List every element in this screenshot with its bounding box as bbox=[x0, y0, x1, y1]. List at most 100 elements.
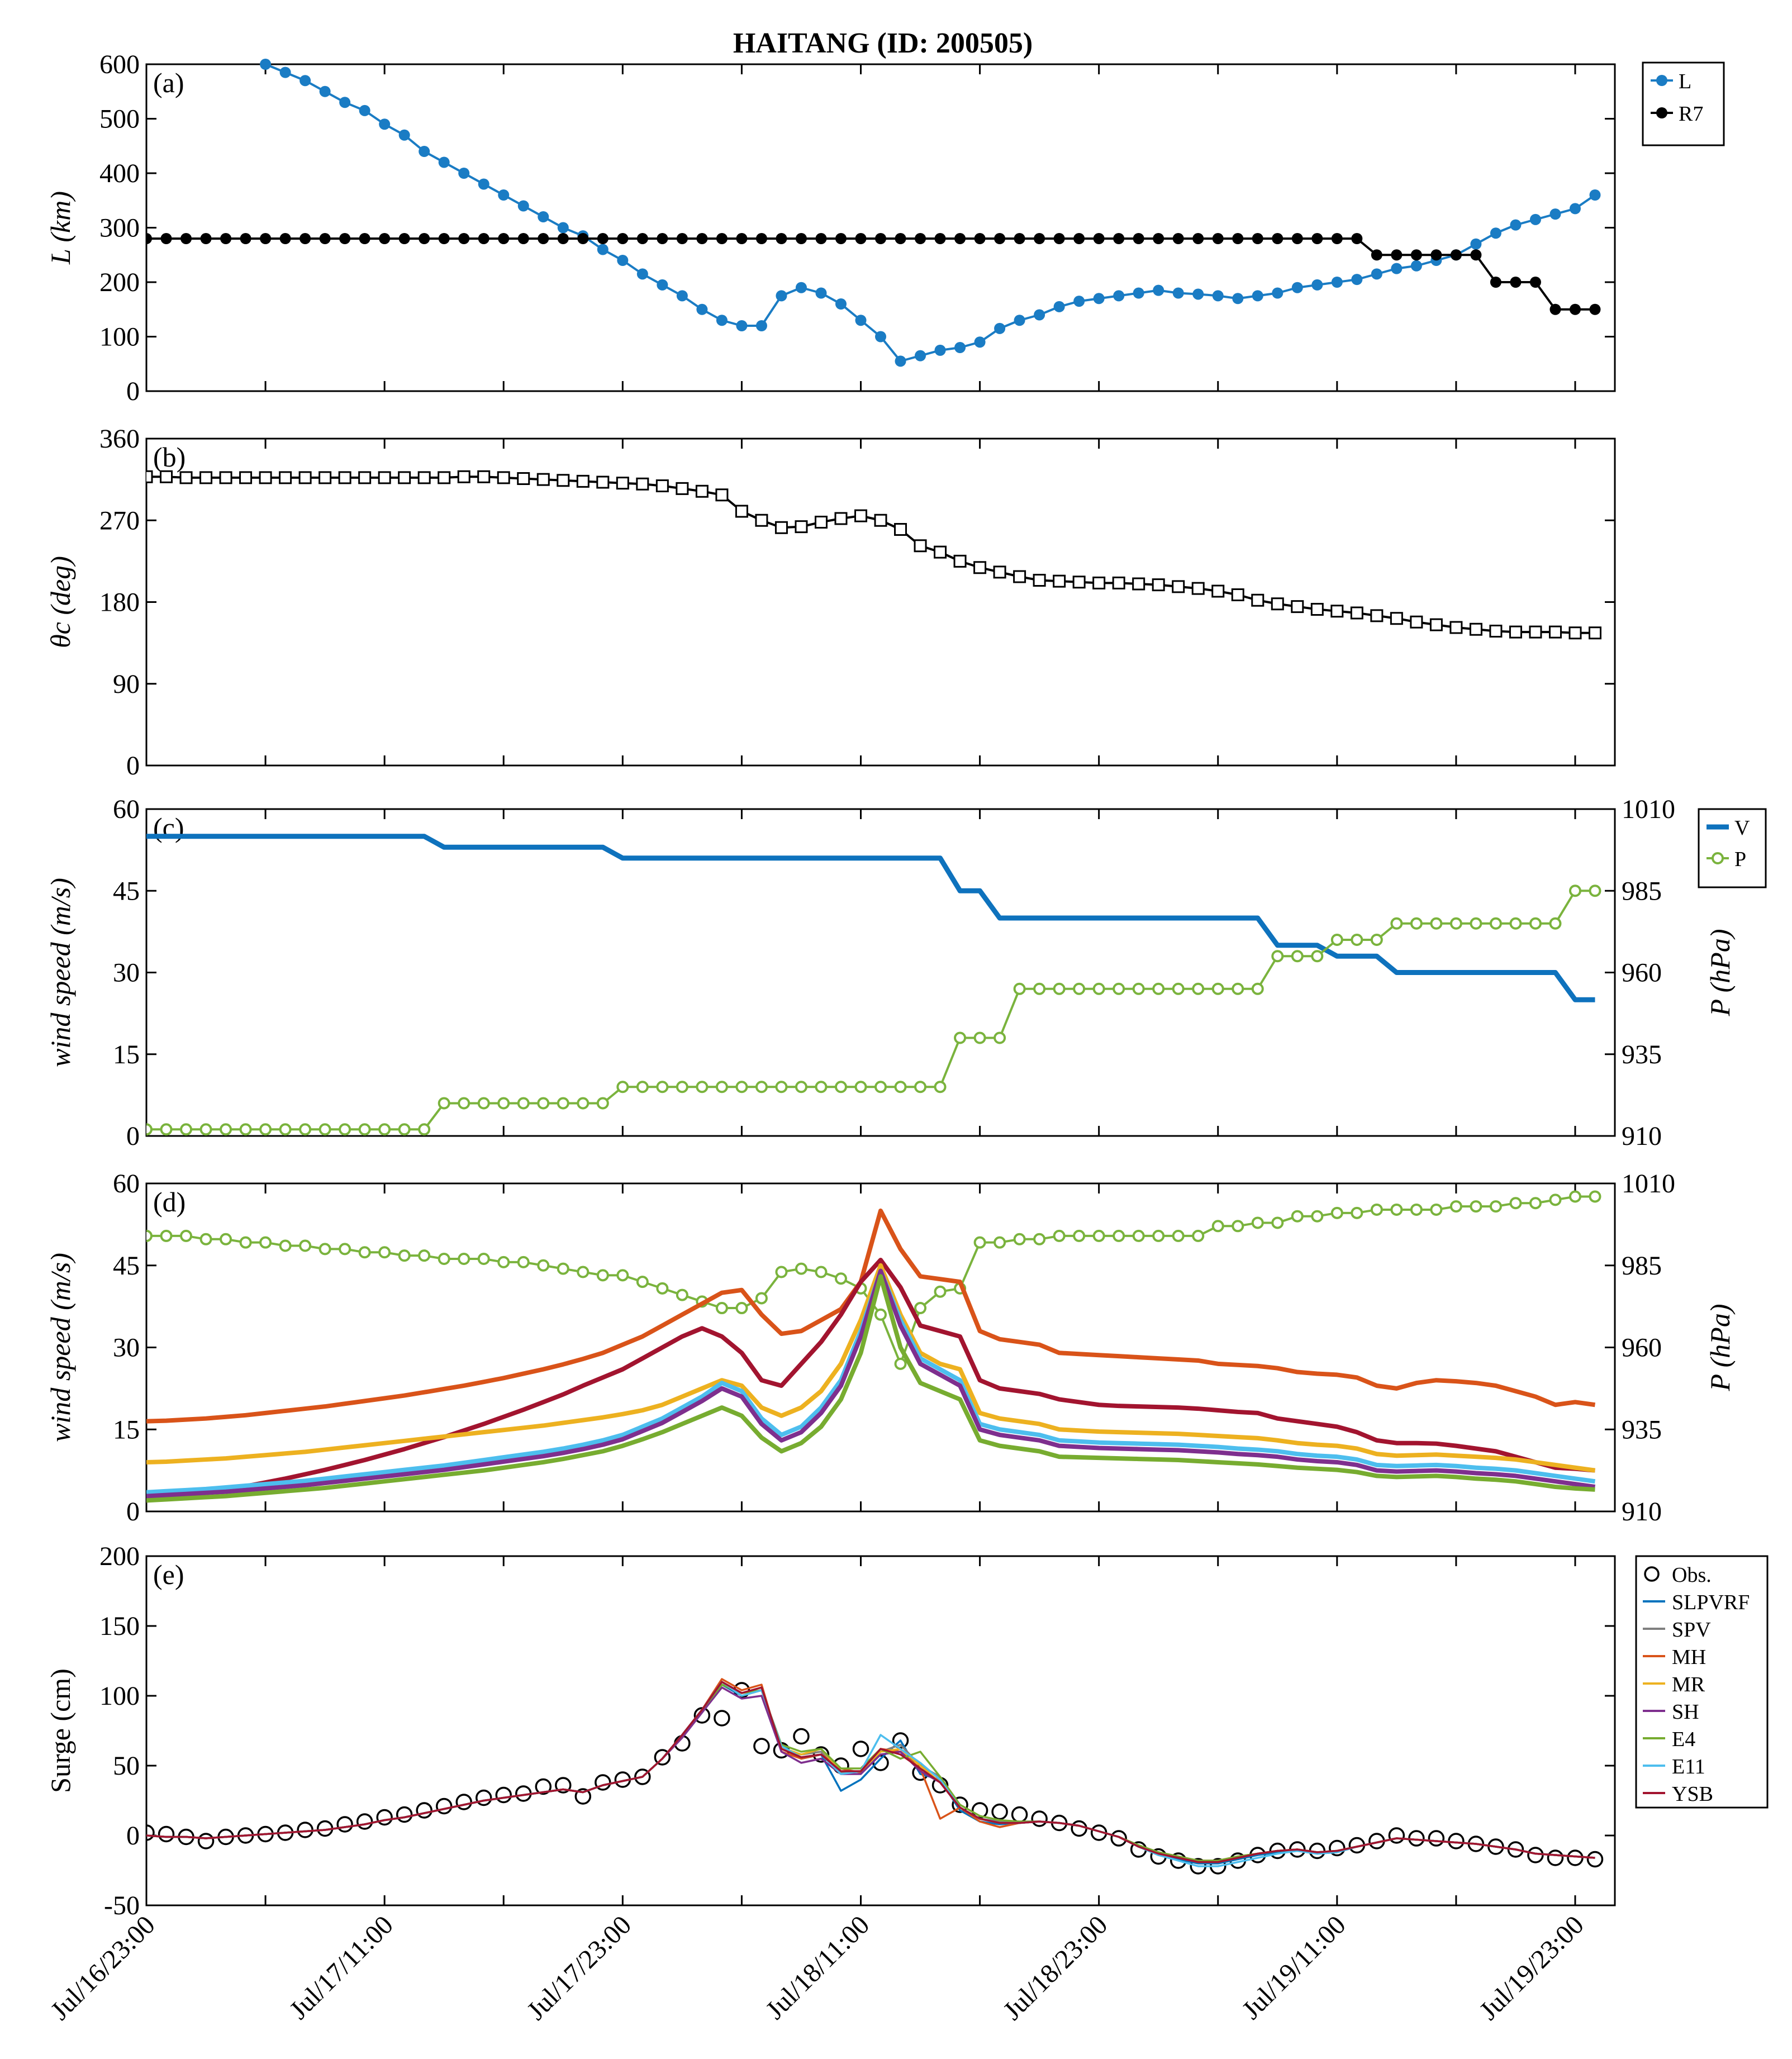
panel-d: 0 15 30 45 60 910 935 960 985 1010 P (hPa) (d) wind … bbox=[45, 1169, 1736, 1527]
point-P bbox=[220, 1233, 232, 1245]
point-theta_c bbox=[596, 475, 610, 489]
point-P bbox=[1390, 917, 1403, 930]
point-R7 bbox=[875, 233, 886, 244]
point-P bbox=[1311, 1210, 1324, 1223]
series-MR bbox=[146, 1681, 1595, 1863]
point-R7 bbox=[538, 233, 549, 244]
point-Obs. bbox=[535, 1778, 552, 1795]
point-P bbox=[1449, 917, 1462, 930]
point-theta_c bbox=[1429, 618, 1443, 631]
point-R7 bbox=[1470, 249, 1482, 261]
point-theta_c bbox=[1291, 600, 1304, 614]
point-L bbox=[1589, 189, 1601, 201]
point-L bbox=[915, 350, 926, 362]
point-P bbox=[477, 1253, 490, 1266]
point-Obs. bbox=[1448, 1833, 1465, 1849]
y-axis-label: Surge (cm) bbox=[45, 1668, 76, 1793]
series-s5 bbox=[146, 1268, 1596, 1499]
x-tick-label: Jul/16/23:00 bbox=[45, 1910, 161, 2025]
point-P bbox=[874, 1081, 887, 1093]
point-R7 bbox=[974, 233, 986, 244]
point-theta_c bbox=[854, 509, 867, 522]
point-P bbox=[378, 1246, 391, 1259]
point-P bbox=[1430, 917, 1443, 930]
point-P bbox=[279, 1239, 292, 1252]
point-L bbox=[300, 75, 311, 87]
point-L bbox=[696, 303, 708, 315]
point-P bbox=[339, 1243, 351, 1256]
point-Obs. bbox=[1110, 1830, 1127, 1847]
y-tick-label: 200 bbox=[99, 268, 140, 297]
x-tick-label: Jul/17/23:00 bbox=[521, 1910, 637, 2025]
point-P bbox=[1470, 917, 1482, 930]
point-P bbox=[1568, 885, 1581, 897]
point-L bbox=[1410, 260, 1422, 272]
point-L bbox=[438, 156, 450, 168]
legend-marker bbox=[1644, 1566, 1660, 1582]
point-Obs. bbox=[495, 1786, 512, 1804]
point-Obs. bbox=[1586, 1851, 1604, 1868]
point-Obs. bbox=[197, 1833, 215, 1849]
point-R7 bbox=[557, 233, 569, 244]
y-tick-label: 0 bbox=[126, 751, 140, 781]
point-Obs. bbox=[991, 1803, 1008, 1820]
point-R7 bbox=[1490, 277, 1501, 288]
point-P bbox=[517, 1097, 530, 1110]
point-P bbox=[497, 1256, 510, 1268]
y-tick-label: 200 bbox=[99, 1542, 140, 1571]
point-P bbox=[339, 1123, 351, 1136]
series-line-P bbox=[146, 890, 1595, 1131]
point-theta_c bbox=[219, 471, 232, 484]
point-L bbox=[676, 290, 688, 302]
point-P bbox=[279, 1123, 292, 1136]
point-R7 bbox=[597, 233, 609, 244]
point-P bbox=[616, 1081, 629, 1093]
point-theta_c bbox=[160, 470, 173, 483]
y-tick-label: 0 bbox=[126, 1821, 140, 1851]
point-Obs. bbox=[852, 1741, 869, 1757]
x-tick-label: Jul/19/23:00 bbox=[1474, 1910, 1590, 2025]
point-R7 bbox=[300, 233, 311, 244]
y-right-tick-label: 935 bbox=[1622, 1415, 1662, 1444]
point-P bbox=[1390, 1203, 1403, 1216]
point-P bbox=[1073, 982, 1086, 995]
legend-marker bbox=[1656, 75, 1667, 86]
point-P bbox=[1529, 1197, 1542, 1210]
point-P bbox=[1330, 934, 1343, 946]
y-tick-label: 60 bbox=[113, 1169, 140, 1199]
panel-label-d: (d) bbox=[153, 1186, 186, 1218]
point-R7 bbox=[339, 233, 351, 244]
point-L bbox=[319, 85, 331, 97]
point-L bbox=[398, 129, 410, 141]
point-R7 bbox=[359, 233, 370, 244]
point-R7 bbox=[1212, 233, 1224, 244]
point-P bbox=[994, 1236, 1006, 1249]
point-R7 bbox=[279, 233, 291, 244]
plot-frame-b bbox=[145, 438, 1616, 767]
point-Obs. bbox=[1487, 1838, 1504, 1855]
panel-a: 0 100 200 300 400 500 600 (a) L (km) L R7 bbox=[45, 50, 1725, 406]
point-L bbox=[1371, 268, 1382, 280]
point-Obs. bbox=[1547, 1849, 1564, 1866]
point-L bbox=[1232, 293, 1244, 305]
point-L bbox=[1311, 279, 1323, 291]
point-P bbox=[1113, 1229, 1125, 1242]
point-theta_c bbox=[1152, 578, 1165, 592]
point-P bbox=[735, 1302, 748, 1315]
point-theta_c bbox=[1013, 570, 1026, 583]
point-R7 bbox=[260, 233, 272, 244]
point-R7 bbox=[146, 233, 152, 244]
point-Obs. bbox=[595, 1774, 611, 1791]
point-L bbox=[1212, 290, 1224, 302]
point-R7 bbox=[934, 233, 946, 244]
point-P bbox=[577, 1097, 590, 1110]
series-L bbox=[260, 59, 1601, 367]
point-theta_c bbox=[1092, 576, 1106, 589]
y-tick-label: 400 bbox=[99, 159, 140, 188]
point-P bbox=[1172, 982, 1185, 995]
point-theta_c bbox=[755, 513, 768, 527]
point-P bbox=[914, 1081, 927, 1093]
point-P bbox=[458, 1253, 470, 1266]
legend-label: MH bbox=[1672, 1646, 1706, 1669]
